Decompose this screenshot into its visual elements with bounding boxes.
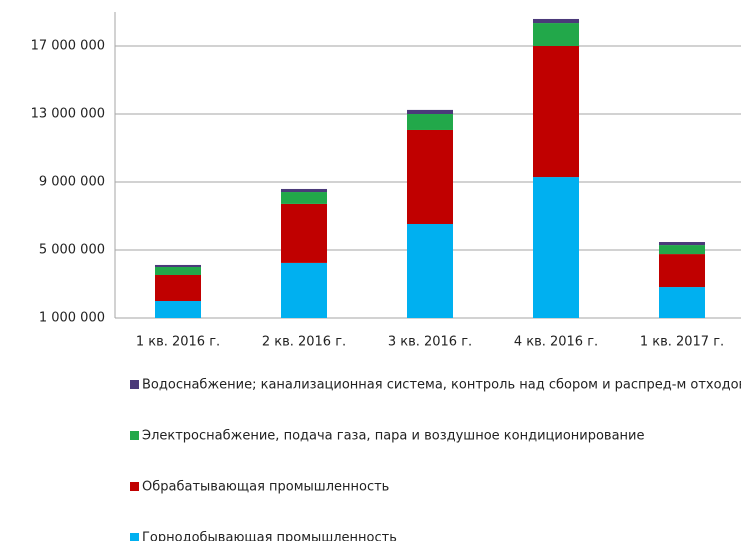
x-tick-label: 4 кв. 2016 г. xyxy=(514,335,598,350)
bar-segment xyxy=(155,264,201,267)
legend-swatch xyxy=(130,482,139,491)
legend-swatch xyxy=(130,431,139,440)
legend-swatch xyxy=(130,380,139,389)
bar-segment xyxy=(155,301,201,318)
bar-segment xyxy=(281,203,327,263)
bar-segment xyxy=(407,129,453,224)
bar-segment xyxy=(407,223,453,318)
legend-swatch xyxy=(130,533,139,541)
x-tick-label: 2 кв. 2016 г. xyxy=(262,335,346,350)
legend-label: Горнодобывающая промышленность xyxy=(142,531,397,541)
bar-segment xyxy=(281,192,327,204)
bar-segment xyxy=(407,109,453,114)
bar-segment xyxy=(659,242,705,246)
x-tick-label: 1 кв. 2016 г. xyxy=(136,335,220,350)
bar-segment xyxy=(281,188,327,193)
bar-segment xyxy=(533,177,579,318)
y-tick-label: 17 000 000 xyxy=(31,39,105,54)
bar-segment xyxy=(533,23,579,46)
y-tick-label: 9 000 000 xyxy=(39,175,105,190)
bar-segment xyxy=(407,114,453,130)
x-tick-label: 1 кв. 2017 г. xyxy=(640,335,724,350)
legend-label: Водоснабжение; канализационная система, … xyxy=(142,378,741,393)
bar-segment xyxy=(659,245,705,255)
bar-segment xyxy=(659,287,705,318)
legend-label: Обрабатывающая промышленность xyxy=(142,480,389,495)
bar-segment xyxy=(533,46,579,178)
y-tick-label: 13 000 000 xyxy=(31,107,105,122)
bar-segment xyxy=(155,274,201,301)
y-tick-label: 5 000 000 xyxy=(39,243,105,258)
y-tick-label: 1 000 000 xyxy=(39,311,105,326)
x-tick-label: 3 кв. 2016 г. xyxy=(388,335,472,350)
bar-segment xyxy=(659,254,705,288)
bar-segment xyxy=(155,267,201,275)
bar-segment xyxy=(281,262,327,318)
bar-segment xyxy=(533,18,579,24)
legend-label: Электроснабжение, подача газа, пара и во… xyxy=(142,429,645,444)
